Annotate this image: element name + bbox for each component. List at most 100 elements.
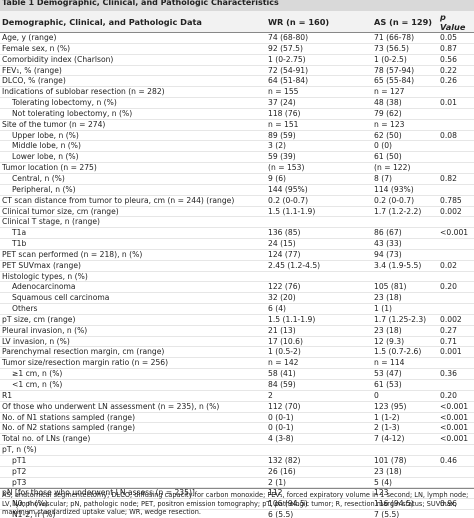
table-row: Clinical tumor size, cm (range) 1.5 (1.1-… — [0, 206, 474, 218]
cell — [438, 444, 474, 456]
row-label: R1 — [0, 390, 266, 402]
table-row: PET scan performed (n = 218), n (%) 124 (… — [0, 249, 474, 261]
cell: 53 (47) — [372, 368, 438, 380]
cell: 5 (4) — [372, 477, 438, 489]
cell: 0.22 — [438, 65, 474, 77]
table-body: Age, y (range) 74 (68-80) 71 (66-78) 0.05 Fe… — [0, 32, 474, 518]
cell: 7 (4-12) — [372, 433, 438, 446]
cell — [372, 444, 438, 456]
table-row: ≥1 cm, n (%) 58 (41) 53 (47) 0.36 — [0, 368, 474, 380]
table-row: R1 2 0 0.20 — [0, 390, 474, 402]
cell: 6 (5.5) — [266, 509, 372, 518]
row-label: DLCO, % (range) — [0, 75, 266, 88]
cell: 9 (6) — [266, 173, 372, 185]
row-label: Central, n (%) — [0, 173, 266, 185]
cell: 0.82 — [438, 173, 474, 185]
row-label: Site of the tumor (n = 274) — [0, 119, 266, 131]
cell: 26 (16) — [266, 466, 372, 478]
cell: 1 (1) — [372, 303, 438, 315]
cell: 64 (51-84) — [266, 75, 372, 88]
cell: 0.05 — [438, 32, 474, 44]
cell: n = 127 — [372, 86, 438, 99]
row-label: Comorbidity index (Charlson) — [0, 54, 266, 66]
row-label: Tumor location (n = 275) — [0, 162, 266, 174]
table-row: Central, n (%) 9 (6) 8 (7) 0.82 — [0, 173, 474, 185]
table-row: Site of the tumor (n = 274) n = 151 n = 12… — [0, 119, 474, 131]
cell: 0.56 — [438, 54, 474, 66]
table-row: Upper lobe, n (%) 89 (59) 62 (50) 0.08 — [0, 130, 474, 142]
cell: 74 (68-80) — [266, 32, 372, 44]
table-row: pT3 2 (1) 5 (4) — [0, 477, 474, 489]
cell: 123 — [372, 487, 438, 500]
header-cell: AS (n = 129) — [372, 11, 438, 33]
cell — [438, 184, 474, 196]
cell: 2 — [266, 390, 372, 402]
cell: 37 (24) — [266, 97, 372, 109]
row-label: Tumor size/resection margin ratio (n = 2… — [0, 357, 266, 370]
table-row: Histologic types, n (%) — [0, 271, 474, 283]
cell: 1 (0.5-2) — [266, 346, 372, 359]
table-row: FEV₁, % (range) 72 (54-91) 78 (57-94) 0.22 — [0, 65, 474, 77]
cell: 112 — [266, 487, 372, 500]
row-label: No. of N2 stations sampled (range) — [0, 422, 266, 435]
cell: 0.001 — [438, 346, 474, 359]
cell: 23 (18) — [372, 466, 438, 478]
row-label: Upper lobe, n (%) — [0, 130, 266, 142]
row-label: LV invasion, n (%) — [0, 336, 266, 348]
cell: 144 (95%) — [266, 184, 372, 196]
cell: 3 (2) — [266, 140, 372, 153]
table-row: Of those who underwent LN assessment (n … — [0, 401, 474, 413]
cell: 0.36 — [438, 368, 474, 380]
table-row: Total no. of LNs (range) 4 (3-8) 7 (4-12) <… — [0, 433, 474, 446]
table-row: Not tolerating lobectomy, n (%) 118 (76) 7… — [0, 108, 474, 120]
table-row: T1a 136 (85) 86 (67) <0.001 — [0, 227, 474, 240]
cell: 0.01 — [438, 97, 474, 109]
cell: 17 (10.6) — [266, 336, 372, 348]
row-label: Tolerating lobectomy, n (%) — [0, 97, 266, 109]
table-row: PET SUVmax (range) 2.45 (1.2-4.5) 3.4 (1.9… — [0, 260, 474, 272]
cell — [266, 444, 372, 456]
table-row: Female sex, n (%) 92 (57.5) 73 (56.5) 0.87 — [0, 43, 474, 55]
cell: 1 (0-2.75) — [266, 54, 372, 66]
table-row: pT, n (%) — [0, 444, 474, 456]
cell: 106 (94.5) — [266, 498, 372, 511]
table-row: Parenchymal resection margin, cm (range)… — [0, 346, 474, 359]
table-row: pT size, cm (range) 1.5 (1.1-1.9) 1.7 (1.2… — [0, 314, 474, 326]
cell: 94 (73) — [372, 249, 438, 261]
cell: 0.002 — [438, 314, 474, 326]
cell: 8 (7) — [372, 173, 438, 185]
cell — [438, 119, 474, 131]
cell — [438, 477, 474, 489]
cell: 84 (59) — [266, 379, 372, 391]
cell: (n = 122) — [372, 162, 438, 174]
footnote: AS, anatomical segmentectomy; DLCO, diff… — [0, 488, 474, 518]
cell: 2.45 (1.2-4.5) — [266, 260, 372, 272]
header-row: Demographic, Clinical, and Pathologic Da… — [0, 11, 474, 33]
cell: 0.87 — [438, 43, 474, 55]
cell: 86 (67) — [372, 227, 438, 240]
row-label: Not tolerating lobectomy, n (%) — [0, 108, 266, 120]
cell: 24 (15) — [266, 238, 372, 250]
row-label: ≥1 cm, n (%) — [0, 368, 266, 380]
cell: 1.5 (1.1-1.9) — [266, 314, 372, 326]
cell: 23 (18) — [372, 292, 438, 305]
row-label: CT scan distance from tumor to pleura, c… — [0, 195, 266, 207]
cell: 0 (0) — [372, 140, 438, 153]
cell — [438, 249, 474, 261]
cell: 0.20 — [438, 390, 474, 402]
cell: <0.001 — [438, 412, 474, 424]
cell — [372, 216, 438, 229]
cell: 123 (95) — [372, 401, 438, 413]
table-row: Middle lobe, n (%) 3 (2) 0 (0) — [0, 140, 474, 153]
row-label: pT, n (%) — [0, 444, 266, 456]
cell: 116 (94.5) — [372, 498, 438, 511]
cell: 6 (4) — [266, 303, 372, 315]
cell: 0 (0-1) — [266, 412, 372, 424]
cell: 92 (57.5) — [266, 43, 372, 55]
row-label: Parenchymal resection margin, cm (range) — [0, 346, 266, 359]
row-label: Lower lobe, n (%) — [0, 151, 266, 164]
row-label: Clinical T stage, n (range) — [0, 216, 266, 229]
cell — [438, 216, 474, 229]
row-label: pT3 — [0, 477, 266, 489]
row-label: Others — [0, 303, 266, 315]
